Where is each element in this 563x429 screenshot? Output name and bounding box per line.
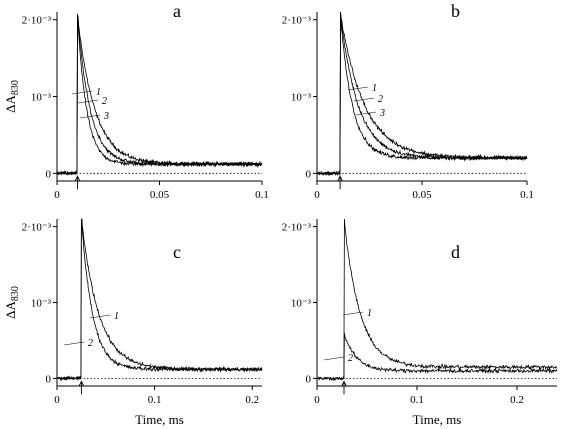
x-tick-label-c-1: 0.1	[148, 394, 162, 406]
y-tick-label-b-0: 0	[306, 168, 312, 180]
curve-label-d-2: 2	[348, 353, 353, 364]
x-tick-label-b-0: 0	[314, 189, 320, 201]
curve-leader-d-1	[342, 311, 364, 316]
trace-c-1	[56, 218, 263, 381]
curve-label-a-1: 1	[96, 87, 101, 98]
panel-label-a: a	[173, 1, 181, 21]
x-tick-label-a-0: 0	[54, 189, 60, 201]
curve-label-a-3: 3	[103, 111, 109, 122]
trace-d-2	[316, 332, 558, 382]
curve-label-a-2: 2	[102, 96, 107, 107]
x-tick-label-a-1: 0.05	[150, 189, 170, 201]
curve-label-c-1: 1	[114, 311, 119, 322]
trace-b-1	[316, 11, 528, 177]
x-tick-label-d-0: 0	[314, 394, 320, 406]
curve-leader-c-2	[63, 341, 85, 346]
panel-label-d: d	[451, 242, 460, 262]
x-tick-label-b-2: 0.1	[520, 189, 534, 201]
flash-arrowhead-a	[74, 175, 81, 182]
trace-d-1	[316, 218, 558, 381]
y-tick-label-c-0: 0	[46, 373, 52, 385]
curve-leader-a-1	[71, 90, 93, 95]
curve-leader-a-3	[79, 114, 101, 119]
x-tick-label-c-0: 0	[54, 394, 60, 406]
flash-arrowhead-d	[341, 380, 347, 387]
x-tick-label-d-1: 0.1	[410, 394, 424, 406]
x-axis-label-d: Time, ms	[413, 412, 462, 427]
y-axis-label-c: ΔA830	[3, 286, 21, 319]
y-axis-label-a: ΔA830	[3, 80, 21, 113]
x-tick-label-d-2: 0.2	[510, 394, 524, 406]
y-tick-label-b-1: 10⁻³	[291, 92, 312, 104]
y-tick-label-a-1: 10⁻³	[31, 92, 52, 104]
curve-label-c-2: 2	[88, 338, 93, 349]
curve-label-b-3: 3	[379, 108, 385, 119]
curve-leader-b-2	[353, 97, 375, 102]
y-tick-label-c-1: 10⁻³	[31, 298, 52, 310]
trace-c-2	[56, 218, 263, 382]
trace-b-2	[317, 11, 528, 177]
flash-arrowhead-b	[337, 175, 344, 182]
trace-a-2	[56, 14, 263, 176]
y-tick-label-d-1: 10⁻³	[291, 298, 312, 310]
curve-leader-d-2	[323, 356, 345, 361]
y-tick-label-d-0: 0	[306, 373, 312, 385]
y-tick-label-d-2: 2·10⁻³	[282, 222, 312, 234]
curve-leader-b-1	[347, 86, 369, 91]
trace-b-3	[316, 11, 528, 177]
curve-leader-a-2	[77, 99, 99, 104]
x-axis-label-c: Time, ms	[135, 412, 184, 427]
x-tick-label-c-2: 0.2	[245, 394, 259, 406]
y-tick-label-a-2: 2·10⁻³	[22, 15, 52, 27]
x-tick-label-a-2: 0.1	[255, 189, 269, 201]
panel-label-b: b	[451, 1, 460, 21]
curve-label-b-2: 2	[378, 94, 383, 105]
flash-arrowhead-c	[78, 380, 85, 387]
trace-a-3	[56, 13, 263, 176]
y-tick-label-c-2: 2·10⁻³	[22, 222, 52, 234]
panel-label-c: c	[173, 242, 181, 262]
curve-label-b-1: 1	[372, 83, 377, 94]
curve-label-d-1: 1	[367, 308, 372, 319]
curve-leader-b-3	[355, 111, 377, 116]
x-tick-label-b-1: 0.05	[412, 189, 432, 201]
trace-a-1	[56, 14, 263, 176]
y-tick-label-b-2: 2·10⁻³	[282, 15, 312, 27]
y-tick-label-a-0: 0	[46, 168, 52, 180]
